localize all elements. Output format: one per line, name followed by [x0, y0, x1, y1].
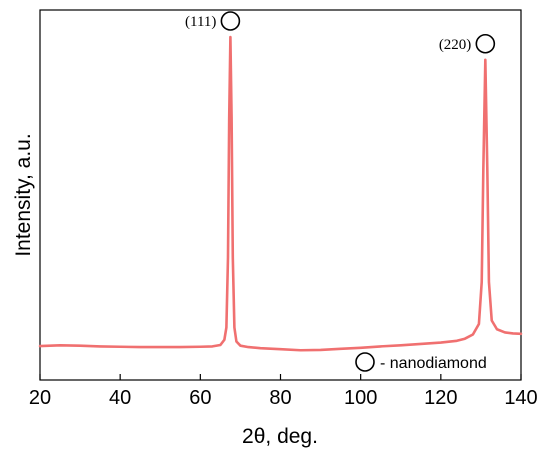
x-axis-ticks: 20 40 60 80 100 120 140: [29, 374, 538, 409]
series-line-xrd-pattern: [38, 35, 523, 352]
plot-frame: [39, 9, 522, 381]
legend-marker-open-circle: [355, 352, 375, 372]
peak-marker-open-circle: [220, 11, 241, 31]
peak-label: (220): [439, 37, 472, 53]
legend: - nanodiamond: [355, 352, 487, 372]
x-axis-title: 2θ, deg.: [242, 425, 318, 448]
x-tick-label: 40: [109, 387, 131, 409]
x-tick-label: 60: [189, 387, 211, 409]
legend-label: - nanodiamond: [380, 355, 487, 372]
x-tick-label: 120: [424, 387, 457, 409]
x-tick-label: 80: [269, 387, 291, 409]
x-tick-label: 20: [29, 387, 51, 409]
peak-label: (111): [185, 14, 216, 30]
x-tick-label: 100: [344, 387, 377, 409]
x-tick-label: 140: [504, 387, 537, 409]
y-axis-title: Intensity, a.u.: [12, 133, 35, 256]
peak-annotations: (111) (220): [185, 11, 496, 54]
peak-marker-open-circle: [475, 33, 496, 54]
